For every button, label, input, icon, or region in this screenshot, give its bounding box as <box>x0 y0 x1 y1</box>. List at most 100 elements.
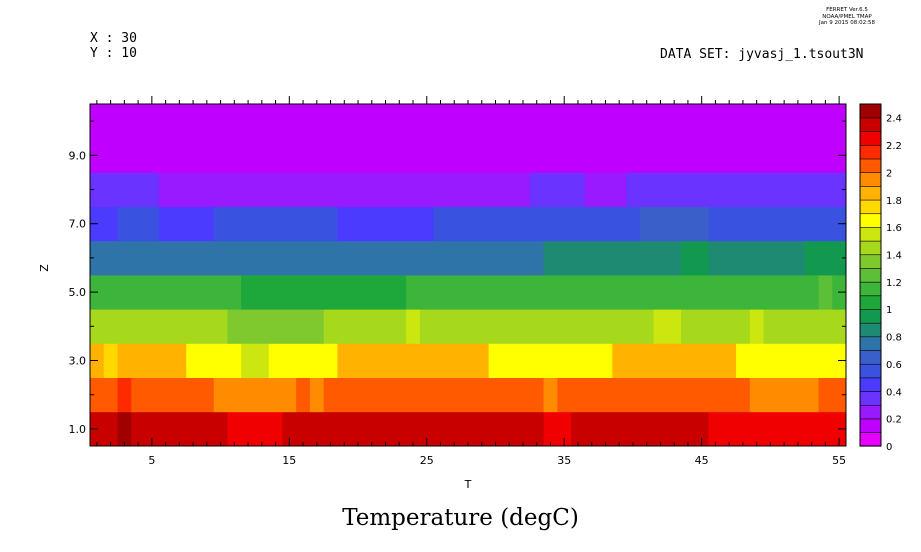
heatmap-cell <box>804 240 847 276</box>
colorbar: 0 0.2 0.4 0.6 0.8 1 1.2 1.4 1.6 1.8 2 2.2 2.4 <box>859 103 902 453</box>
colorbar-swatch <box>859 213 882 228</box>
heatmap-cell <box>90 240 544 276</box>
heatmap-cell <box>406 275 819 310</box>
colorbar-tick-label: 0 <box>886 442 892 453</box>
colorbar-tick-label: 0.4 <box>886 387 902 398</box>
x-tick-label: 15 <box>282 454 296 467</box>
organization: NOAA/PMEL TMAP <box>822 13 872 20</box>
heatmap-cell <box>749 377 819 413</box>
heatmap-cell <box>681 240 709 276</box>
heatmap-cell <box>708 206 847 242</box>
heatmap-cell <box>117 343 187 378</box>
colorbar-tick-label: 0.6 <box>886 360 902 371</box>
heatmap-cell <box>90 172 160 207</box>
heatmap-cell <box>543 377 558 413</box>
colorbar-swatch <box>859 267 882 283</box>
heatmap-cell <box>612 343 737 378</box>
colorbar-swatch <box>859 144 882 160</box>
heatmap-cell <box>708 411 847 447</box>
colorbar-tick-label: 1.6 <box>886 223 902 234</box>
heatmap-cell <box>268 343 338 378</box>
colorbar-swatch <box>859 103 882 119</box>
chart-title: Temperature (degC) <box>342 505 579 531</box>
heatmap-cell <box>213 377 297 413</box>
colorbar-swatch <box>859 418 882 433</box>
heatmap-cell <box>736 343 847 378</box>
colorbar-tick-label: 2.2 <box>886 141 902 152</box>
heatmap-cell <box>227 309 325 344</box>
colorbar-frame <box>859 103 882 447</box>
y-tick-label: 3.0 <box>69 355 87 368</box>
ferret-metadata: FERRET Ver.6.5 NOAA/PMEL TMAP Jan 9 2015… <box>806 7 888 27</box>
heatmap-chart: 5 15 25 35 45 55 1.0 3.0 5.0 7.0 9.0 0 0.2 0.4 0.6 0.8… <box>38 96 902 491</box>
heatmap-cell <box>708 240 806 276</box>
heatmap-cell <box>90 309 228 344</box>
heatmap-cell <box>323 377 544 413</box>
heatmap-cell <box>529 172 586 207</box>
heatmap-cell <box>818 377 847 413</box>
x-coordinate-label: X : 30 <box>90 31 137 46</box>
colorbar-tick-label: 1.8 <box>886 196 902 207</box>
colorbar-swatch <box>859 295 882 310</box>
heatmap-cell <box>90 377 118 413</box>
heatmap-cell <box>90 104 847 139</box>
heatmap-cell <box>626 172 847 207</box>
colorbar-swatch <box>859 240 882 256</box>
heatmap-cell <box>749 309 764 344</box>
heatmap-cell <box>337 343 490 378</box>
heatmap-cell <box>117 377 132 413</box>
y-tick-label: 9.0 <box>69 149 87 162</box>
colorbar-tick-label: 0.8 <box>886 333 902 344</box>
colorbar-swatch <box>859 363 882 379</box>
plot-axes: 5 15 25 35 45 55 1.0 3.0 5.0 7.0 9.0 <box>69 96 847 467</box>
colorbar-swatch <box>859 254 882 269</box>
heatmap-cell <box>543 411 572 447</box>
heatmap-cell <box>131 411 228 447</box>
colorbar-tick-label: 2.4 <box>886 114 902 125</box>
heatmap-cell <box>103 343 118 378</box>
colorbar-swatch <box>859 377 882 392</box>
heatmap-cell <box>763 309 847 344</box>
heatmap-cell <box>117 411 132 447</box>
colorbar-swatch <box>859 432 882 447</box>
heatmap-cell <box>818 275 833 310</box>
heatmap-cell <box>296 377 311 413</box>
heatmap-cell <box>488 343 613 378</box>
heatmap-cell <box>653 309 682 344</box>
heatmap-cell <box>158 172 531 207</box>
colorbar-swatch <box>859 185 882 201</box>
plot-timestamp: Jan 9 2015 08:02:58 <box>819 20 875 26</box>
heatmap-cell <box>337 206 435 242</box>
colorbar-swatch <box>859 281 882 297</box>
heatmap-cells <box>90 104 847 447</box>
colorbar-swatch <box>859 199 882 215</box>
colorbar-swatch <box>859 322 882 338</box>
heatmap-cell <box>227 411 283 447</box>
heatmap-cell <box>419 309 654 344</box>
heatmap-cell <box>90 275 242 310</box>
heatmap-cell <box>557 377 751 413</box>
heatmap-cell <box>571 411 709 447</box>
x-tick-label: 5 <box>148 454 155 467</box>
colorbar-swatch <box>859 390 882 406</box>
colorbar-swatch <box>859 404 882 420</box>
heatmap-cell <box>309 377 325 413</box>
heatmap-cell <box>90 138 847 173</box>
heatmap-cell <box>213 206 338 242</box>
colorbar-tick-label: 1.4 <box>886 250 902 261</box>
y-tick-label: 5.0 <box>69 286 87 299</box>
heatmap-cell <box>241 343 270 378</box>
heatmap-cell <box>241 275 407 310</box>
colorbar-swatch <box>859 131 882 146</box>
heatmap-cell <box>117 206 160 242</box>
x-axis-label: T <box>464 478 472 491</box>
heatmap-cell <box>406 309 421 344</box>
colorbar-swatch <box>859 117 882 132</box>
program-version: FERRET Ver.6.5 <box>826 7 868 13</box>
heatmap-cell <box>433 206 641 242</box>
colorbar-swatch <box>859 226 882 242</box>
y-axis-label: Z <box>38 264 51 272</box>
heatmap-cell <box>639 206 709 242</box>
x-tick-label: 45 <box>695 454 709 467</box>
heatmap-cell <box>681 309 751 344</box>
